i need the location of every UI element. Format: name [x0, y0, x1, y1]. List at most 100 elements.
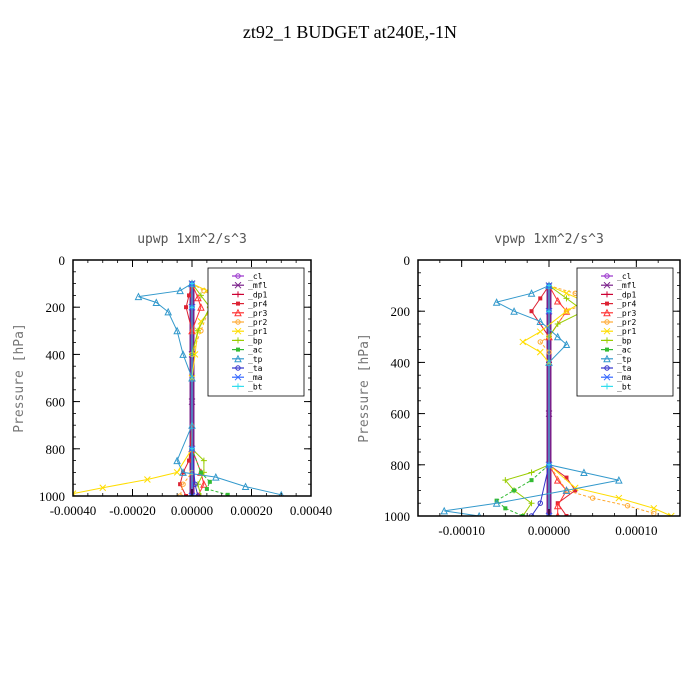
- legend-marker: [604, 291, 610, 298]
- series-point-pr4: [529, 309, 534, 314]
- series-point-pr3: [200, 480, 208, 488]
- legend-marker: [603, 327, 611, 335]
- legend-marker: [234, 281, 242, 289]
- legend-item: _ma: [232, 373, 263, 382]
- series-point-bt: [546, 308, 552, 315]
- series-point-tp: [492, 298, 501, 306]
- legend-marker: [235, 365, 241, 371]
- series-point-pr1: [667, 512, 675, 516]
- legend-item: _ma: [601, 373, 632, 382]
- y-tick-label: 400: [46, 347, 66, 362]
- y-axis-label: Pressure [hPa]: [357, 333, 372, 443]
- legend-label: _dp1: [617, 290, 636, 299]
- legend-item: _bt: [601, 382, 632, 391]
- legend-item: _pr4: [232, 300, 267, 309]
- legend-item: _mfl: [601, 281, 636, 290]
- legend-item: _pr2: [601, 318, 636, 327]
- series-point-pr1: [197, 318, 205, 325]
- y-tick-label: 800: [391, 458, 411, 473]
- y-tick-label: 1000: [384, 509, 410, 524]
- series-point-bp: [200, 457, 207, 464]
- series-point-bt: [189, 280, 195, 287]
- x-tick-label: -0.00020: [109, 503, 156, 518]
- series-point-bt: [546, 461, 552, 468]
- y-tick-label: 600: [391, 407, 411, 422]
- series-point-pr1: [571, 484, 579, 492]
- series-point-bt: [546, 282, 552, 289]
- series-point-pr4: [187, 293, 192, 298]
- series-point-pr3: [553, 296, 562, 305]
- series-point-pr2: [180, 481, 186, 487]
- x-tick-label: 0.00000: [171, 503, 213, 518]
- legend-item: _bt: [232, 382, 263, 391]
- series-point-ac: [204, 486, 209, 491]
- legend-label: _mfl: [248, 281, 267, 290]
- legend-item: _dp1: [232, 290, 267, 299]
- series-point-tp: [173, 326, 181, 335]
- series-point-pr2: [589, 495, 596, 501]
- legend-box: [207, 267, 305, 397]
- series-point-pr2: [537, 339, 543, 345]
- legend-label: _ma: [617, 373, 632, 382]
- x-tick-label: 0.00000: [528, 523, 570, 538]
- chart-panel-2: vpwp 1xm^2/s^3 Pressure [hPa] 0 200 400 600 80…: [357, 232, 681, 538]
- legend-label: _tp: [248, 355, 263, 364]
- series-point-pr1: [99, 484, 107, 492]
- legend-item: _tp: [601, 354, 632, 364]
- series-point-bp: [528, 500, 535, 507]
- x-tick-label: -0.00010: [438, 523, 485, 538]
- legend-label: _pr3: [617, 309, 636, 318]
- legend-item: _pr2: [232, 318, 267, 327]
- series-point-pr3: [553, 501, 562, 510]
- legend-marker: [234, 327, 242, 335]
- x-tick-label: 0.00020: [230, 503, 272, 518]
- y-tick-label: 200: [46, 300, 66, 315]
- legend-label: _pr1: [248, 327, 267, 336]
- y-tick-label: 0: [404, 253, 411, 268]
- legend-label: _pr4: [248, 300, 267, 309]
- y-tick-label: 600: [46, 395, 66, 410]
- series-point-tp: [211, 473, 220, 481]
- legend-marker: [603, 354, 611, 363]
- y-axis-label: Pressure [hPa]: [12, 323, 27, 433]
- series-point-tp: [580, 468, 588, 476]
- legend-label: _bt: [617, 382, 632, 391]
- legend-marker: [234, 354, 242, 363]
- legend-item: _bp: [232, 336, 263, 345]
- legend-marker: [235, 319, 241, 325]
- series-point-tp: [164, 307, 173, 316]
- series-point-pr2: [563, 308, 570, 314]
- legend-label: _pr2: [248, 318, 267, 327]
- legend-item: _pr4: [601, 300, 636, 309]
- series-point-ma: [545, 512, 553, 516]
- series-point-bp: [197, 493, 204, 496]
- series-point-bp: [554, 321, 561, 327]
- legend-label: _ta: [617, 364, 632, 373]
- series-point-bp: [528, 469, 535, 476]
- series-point-ma: [188, 492, 196, 496]
- series-point-ac: [520, 514, 525, 516]
- series-point-ta: [537, 500, 543, 506]
- series-point-bp: [563, 295, 570, 302]
- legend: _cl_mfl_dp1_pr4_pr3_pr2_pr1_bp_ac_tp_ta_…: [207, 267, 305, 397]
- series-line-pr2: [539, 285, 654, 514]
- legend-box: [576, 267, 674, 397]
- legend-label: _tp: [617, 355, 632, 364]
- series-point-ac: [207, 479, 212, 484]
- series-point-pr3: [194, 293, 202, 302]
- chart-panels: upwp 1xm^2/s^3 Pressure [hPa] 0 200 400 600 80…: [12, 232, 681, 538]
- figure-title: zt92_1 BUDGET at240E,-1N: [243, 22, 457, 42]
- series-point-ac: [503, 506, 508, 511]
- y-tick-label: 800: [46, 442, 66, 457]
- legend-item: _mfl: [232, 281, 267, 290]
- legend-item: _dp1: [601, 290, 636, 299]
- legend-marker: [604, 365, 610, 371]
- series-group: [73, 279, 284, 496]
- series-point-pr3: [562, 307, 571, 315]
- legend-marker: [604, 273, 610, 279]
- legend-item: _cl: [601, 272, 632, 281]
- series-point-pr4: [178, 482, 183, 487]
- series-point-pr4: [538, 296, 543, 301]
- series-point-tp: [440, 506, 449, 515]
